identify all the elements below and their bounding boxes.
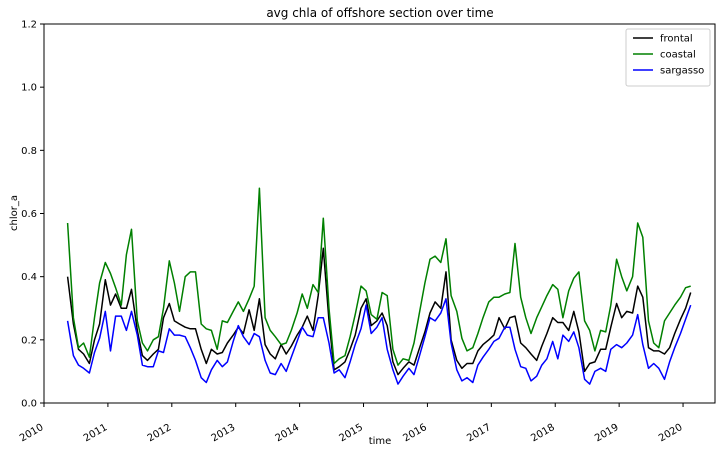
y-axis: 0.0 0.2 0.4 0.6 0.8 1.0 1.2 [21,20,44,410]
series-line-frontal [66,247,692,376]
legend-box [625,28,711,87]
y-tick-label: 0.2 [21,335,37,346]
x-axis: 2010 2011 2012 2013 2014 2015 2016 2017 2018 2019… [18,403,685,444]
x-tick-label: 2016 [401,422,429,444]
legend: frontal coastal sargasso [625,28,711,87]
x-tick-label: 2018 [529,422,557,444]
x-tick-label: 2014 [274,422,302,444]
x-tick-label: 2013 [210,422,238,444]
x-axis-label: time [369,436,392,447]
y-tick-label: 0.8 [21,146,37,157]
x-tick-label: 2011 [82,422,110,444]
x-tick-label: 2017 [465,422,493,444]
legend-label-sargasso: sargasso [660,66,704,77]
chart-title: avg chla of offshore section over time [266,6,493,20]
series-layer [66,187,692,385]
y-tick-label: 0.6 [21,209,37,220]
series-line-sargasso [66,298,692,385]
x-tick-label: 2012 [146,422,174,444]
x-tick-label: 2020 [657,422,685,444]
y-axis-label: chlor_a [9,195,20,231]
y-tick-label: 1.0 [21,83,37,94]
x-tick-label: 2010 [18,422,46,444]
series-line-coastal [66,187,691,366]
y-tick-label: 0.4 [21,272,37,283]
y-tick-label: 1.2 [21,20,37,31]
x-tick-label: 2015 [337,422,365,444]
x-tick-label: 2019 [593,422,621,444]
y-tick-label: 0.0 [21,399,37,410]
legend-label-frontal: frontal [660,34,693,45]
legend-label-coastal: coastal [660,50,696,61]
